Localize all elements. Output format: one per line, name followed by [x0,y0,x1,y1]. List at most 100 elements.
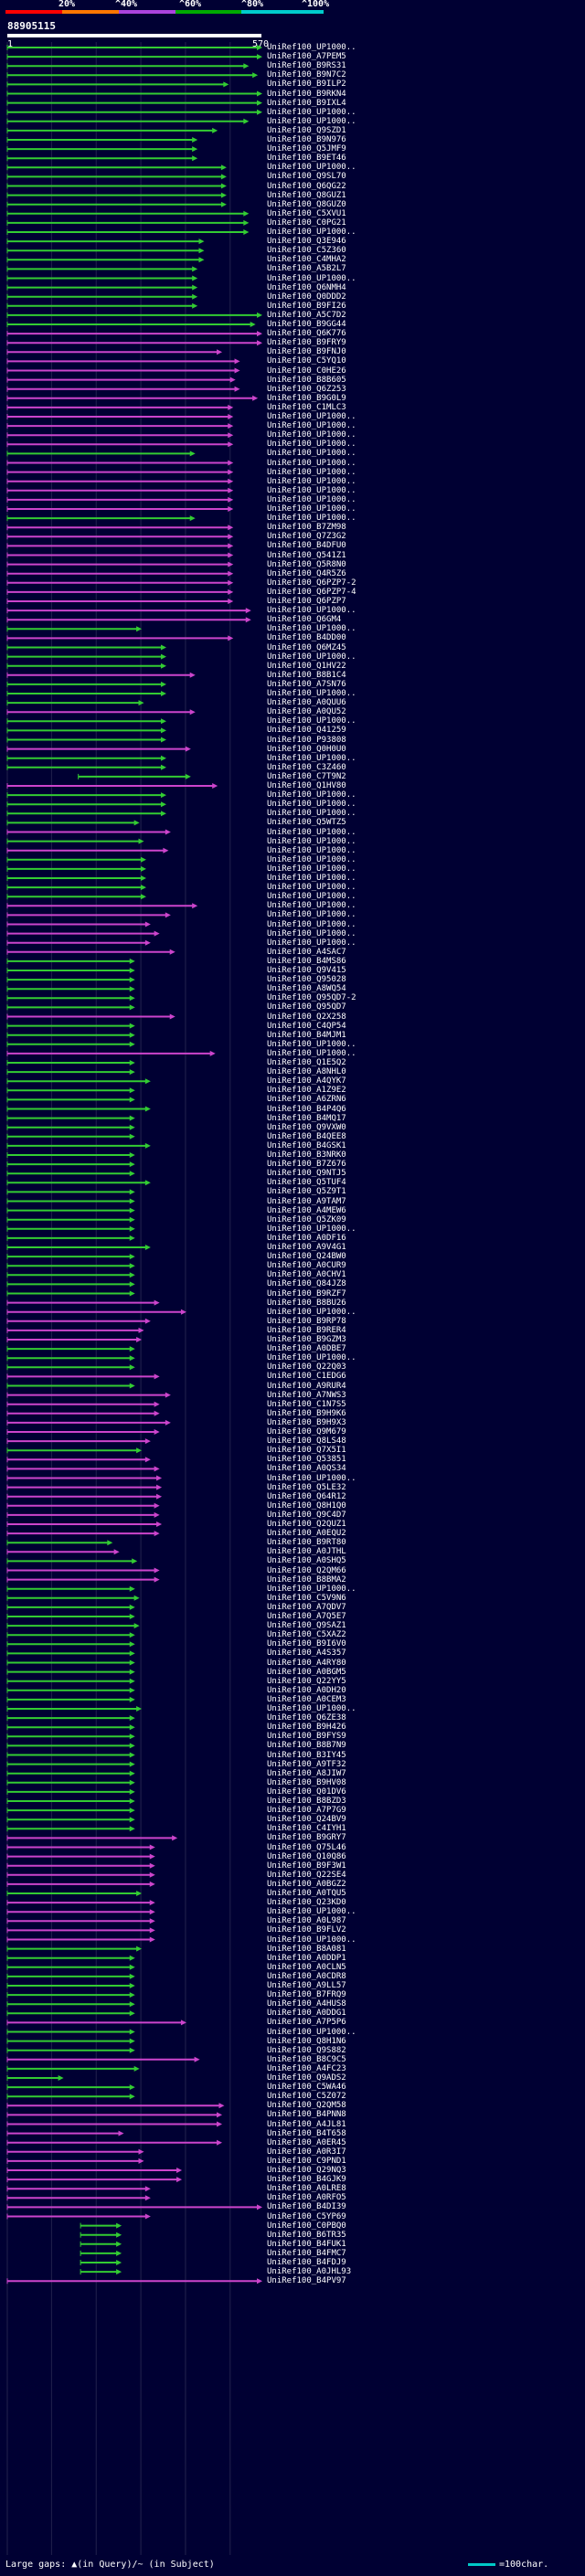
hit-label[interactable]: UniRef100_Q75L46 [267,1842,346,1852]
hit-label[interactable]: UniRef100_B4MS86 [267,956,346,966]
hit-alignment[interactable] [6,1171,135,1177]
hit-alignment[interactable] [6,792,166,799]
hit-label[interactable]: UniRef100_B4T658 [267,2128,346,2138]
hit-label[interactable]: UniRef100_Q10Q86 [267,1851,346,1861]
hit-label[interactable]: UniRef100_Q6QG22 [267,181,346,191]
hit-alignment[interactable] [6,1743,135,1749]
hit-label[interactable]: UniRef100_Q01DV6 [267,1786,346,1797]
hit-alignment[interactable] [6,266,198,272]
hit-alignment[interactable] [6,2038,135,2044]
hit-label[interactable]: UniRef100_Q9SL70 [267,172,346,182]
hit-label[interactable]: UniRef100_B9H426 [267,1723,346,1733]
hit-label[interactable]: UniRef100_UP1000.. [267,1224,356,1234]
hit-alignment[interactable] [6,1614,135,1619]
hit-alignment[interactable] [6,939,151,946]
hit-label[interactable]: UniRef100_B8BU26 [267,1298,346,1308]
hit-label[interactable]: UniRef100_C5YP69 [267,2211,346,2221]
hit-label[interactable]: UniRef100_Q64R12 [267,1491,346,1501]
hit-alignment[interactable] [6,1023,135,1029]
hit-alignment[interactable] [6,1133,135,1140]
hit-label[interactable]: UniRef100_Q8H1N6 [267,2036,346,2046]
hit-alignment[interactable] [6,1493,163,1500]
hit-label[interactable]: UniRef100_UP1000.. [267,652,356,662]
hit-label[interactable]: UniRef100_A0BGM5 [267,1667,346,1677]
hit-alignment[interactable] [6,1891,143,1896]
hit-alignment[interactable] [6,1659,135,1666]
hit-alignment[interactable] [6,1521,163,1527]
hit-alignment[interactable] [6,1225,135,1232]
hit-label[interactable]: UniRef100_A9V4G1 [267,1243,346,1252]
hit-label[interactable]: UniRef100_B8A081 [267,1944,346,1954]
hit-alignment[interactable] [6,986,135,992]
hit-label[interactable]: UniRef100_A7QDV7 [267,1602,346,1612]
hit-label[interactable]: UniRef100_UP1000.. [267,1353,356,1363]
hit-alignment[interactable] [6,2056,200,2062]
hit-label[interactable]: UniRef100_A7Q5E7 [267,1612,346,1621]
hit-alignment[interactable] [6,2001,135,2008]
hit-label[interactable]: UniRef100_Q95QD7-2 [267,993,356,1003]
hit-label[interactable]: UniRef100_A0R3I7 [267,2147,346,2157]
hit-label[interactable]: UniRef100_Q22Q03 [267,1362,346,1373]
hit-alignment[interactable] [6,764,166,770]
hit-label[interactable]: UniRef100_A6ZRN6 [267,1095,346,1105]
hit-alignment[interactable] [6,2084,135,2091]
hit-alignment[interactable] [6,376,236,383]
hit-alignment[interactable] [6,1447,143,1454]
hit-alignment[interactable] [6,1927,155,1934]
hit-label[interactable]: UniRef100_C0HE26 [267,366,346,376]
hit-alignment[interactable] [6,331,262,337]
hit-label[interactable]: UniRef100_B9IXL4 [267,98,346,108]
hit-alignment[interactable] [6,1290,135,1297]
hit-label[interactable]: UniRef100_B4MQ17 [267,1113,346,1123]
hit-label[interactable]: UniRef100_Q6PZP7-2 [267,578,356,588]
hit-alignment[interactable] [6,1401,160,1407]
hit-alignment[interactable] [6,496,234,503]
hit-alignment[interactable] [6,1216,135,1223]
hit-alignment[interactable] [6,930,160,937]
hit-label[interactable]: UniRef100_B9FNJ0 [267,347,346,357]
hit-alignment[interactable] [6,1013,176,1020]
hit-label[interactable]: UniRef100_Q5JMF9 [267,144,346,154]
hit-label[interactable]: UniRef100_A9LL57 [267,1981,346,1990]
hit-alignment[interactable] [6,2019,186,2026]
hit-label[interactable]: UniRef100_Q541Z1 [267,550,346,560]
hit-label[interactable]: UniRef100_Q9VXW0 [267,1122,346,1132]
hit-label[interactable]: UniRef100_B8B7N9 [267,1741,346,1751]
hit-alignment[interactable] [6,1207,135,1214]
hit-label[interactable]: UniRef100_Q9NTJ5 [267,1169,346,1179]
hit-label[interactable]: UniRef100_UP1000.. [267,919,356,929]
hit-label[interactable]: UniRef100_B9GG44 [267,320,346,329]
hit-label[interactable]: UniRef100_B4QEE8 [267,1131,346,1141]
hit-alignment[interactable] [6,219,250,226]
hit-label[interactable]: UniRef100_UP1000.. [267,854,356,864]
hit-alignment[interactable] [6,127,218,133]
hit-alignment[interactable] [6,174,227,180]
hit-label[interactable]: UniRef100_Q1HV80 [267,781,346,790]
hit-alignment[interactable] [6,579,234,586]
hit-alignment[interactable] [6,1761,135,1767]
hit-label[interactable]: UniRef100_A1Z9E2 [267,1086,346,1096]
hit-label[interactable]: UniRef100_Q95028 [267,975,346,985]
hit-label[interactable]: UniRef100_A9TAM7 [267,1196,346,1206]
hit-label[interactable]: UniRef100_Q29NQ3 [267,2166,346,2175]
hit-alignment[interactable] [6,293,198,300]
hit-label[interactable]: UniRef100_Q22SE4 [267,1870,346,1880]
hit-label[interactable]: UniRef100_UP1000.. [267,809,356,819]
hit-alignment[interactable] [6,451,196,457]
hit-alignment[interactable] [6,2047,135,2053]
hit-label[interactable]: UniRef100_Q9S882 [267,2045,346,2055]
hit-label[interactable]: UniRef100_B4FDJ9 [267,2258,346,2267]
hit-label[interactable]: UniRef100_UP1000.. [267,494,356,504]
hit-alignment[interactable] [6,2157,144,2164]
hit-label[interactable]: UniRef100_B4PV97 [267,2276,346,2286]
hit-alignment[interactable] [6,1355,135,1362]
hit-label[interactable]: UniRef100_A0LRE8 [267,2184,346,2194]
hit-label[interactable]: UniRef100_B4P4Q6 [267,1104,346,1114]
hit-alignment[interactable] [6,1419,171,1426]
hit-alignment[interactable] [6,2213,151,2220]
hit-alignment[interactable] [6,1142,151,1149]
hit-label[interactable]: UniRef100_Q6MZ45 [267,642,346,652]
hit-label[interactable]: UniRef100_UP1000.. [267,938,356,948]
hit-label[interactable]: UniRef100_B6TR35 [267,2230,346,2240]
hit-alignment[interactable] [6,1900,155,1906]
